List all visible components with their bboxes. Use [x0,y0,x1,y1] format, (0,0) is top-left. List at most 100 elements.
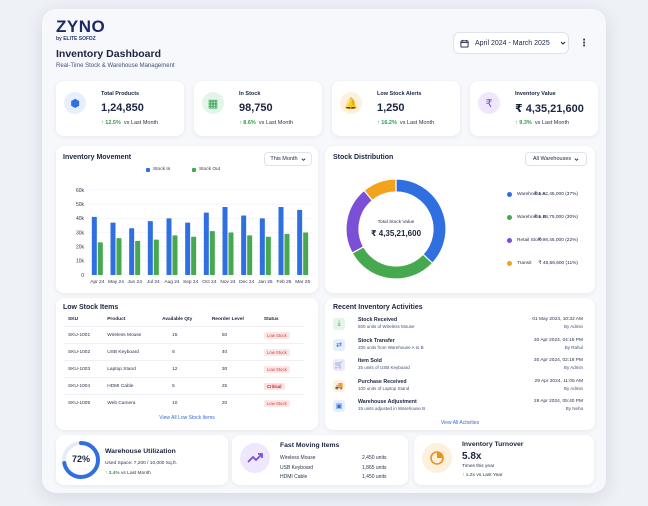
qty-cell: 10 [158,394,208,411]
bar-stock-out[interactable] [284,233,290,275]
stock-distribution-title: Stock Distribution [333,154,394,161]
activity-title: Purchase Received [358,378,407,385]
bar-stock-out[interactable] [135,241,141,275]
bar-stock-out[interactable] [228,232,234,276]
bar-stock-in[interactable] [185,222,191,275]
bar-stock-out[interactable] [303,232,309,276]
bar-stock-out[interactable] [172,235,178,275]
activity-item[interactable]: 🛒 Item Sold 25 units of USB Keyboard 30 Apr… [333,358,583,376]
more-options-icon[interactable]: ⋮ [579,37,589,49]
table-row[interactable]: SKU-1005 Web Camera 10 20 Low Stock [64,394,304,411]
kpi-value: ₹ 4,35,21,600 [515,103,584,115]
kpi-change-value: 12.5% [105,120,121,126]
turnover-change-note: vs Last Year [476,473,503,478]
movement-period-select[interactable]: This Month [264,152,312,166]
kpi-change-note: vs Last Month [123,120,159,126]
bar-stock-in[interactable] [222,207,228,275]
bar-stock-out[interactable] [191,236,197,275]
bar-stock-in[interactable] [129,228,135,275]
reorder-cell: 30 [207,360,260,378]
product-cell: Web Camera [103,394,159,411]
bar-stock-out[interactable] [97,242,103,275]
low-stock-card: Low Stock Items SKU Product Available Qty R… [56,298,318,430]
fast-moving-card: Fast Moving Items Wireless Mouse 2,450 un… [232,435,408,485]
sku-cell: SKU-1002 [64,343,104,361]
utilization-used-space: Used Space: 7,200 / 10,000 Sq.ft. [105,461,178,466]
table-row[interactable]: SKU-1004 HDMI Cable 5 25 Critical [64,377,304,395]
status-cell: Low Stock [259,394,304,411]
bar-stock-in[interactable] [297,209,303,275]
bar-stock-out[interactable] [116,238,122,275]
activity-item[interactable]: 🚚 Purchase Received 100 units of Laptop St… [333,379,583,397]
x-tick-label: Aug 24 [164,279,180,285]
donut-slice[interactable] [363,178,397,202]
view-all-low-stock-link[interactable]: View All Low Stock Items [159,415,215,421]
kpi-change-arrow: ↑ [239,120,244,126]
view-all-activities-link[interactable]: View All Activities [440,420,480,426]
y-tick-label: 10k [76,259,85,265]
sku-cell: SKU-1001 [64,326,104,344]
bar-stock-out[interactable] [265,236,271,275]
date-range-picker[interactable]: April 2024 - March 2025 [453,32,569,54]
bar-stock-out[interactable] [247,235,253,275]
utilization-ring [62,441,100,479]
low-stock-table: SKU Product Available Qty Reorder Level Stat… [64,313,304,411]
kpi-label: Total Products [101,91,140,97]
fast-moving-item-units: 2,450 units [362,455,387,461]
warehouse-filter-select[interactable]: All Warehouses [525,152,587,166]
activity-date: 29 Apr 2024, 11:05 AM [534,378,583,384]
date-range-label: April 2024 - March 2025 [475,39,550,47]
bar-stock-out[interactable] [209,231,215,275]
bar-stock-in[interactable] [259,218,265,275]
table-header-cell: Product [107,317,126,322]
utilization-change: ↑ 3.4% vs Last Month [105,471,151,476]
sku-cell: SKU-1003 [64,360,104,378]
utilization-change-note: vs Last Month [121,471,151,476]
movement-period-value: This Month [270,156,298,162]
status-badge: Low Stock [263,348,290,356]
x-tick-label: Sep 24 [183,279,199,285]
fast-moving-item-units: 1,450 units [362,474,387,480]
x-tick-label: Mar 25 [295,279,310,285]
activity-item[interactable]: ▣ Warehouse Adjustment 15 units adjusted i… [333,399,583,417]
bar-stock-in[interactable] [278,207,284,275]
kpi-label: Inventory Value [515,91,556,97]
activity-user: By Rahul [564,344,583,350]
bar-stock-in[interactable] [203,212,209,275]
kpi-change: ↑ 9.3% vs Last Month [515,120,569,126]
truck-icon: 🚚 [333,379,345,392]
bar-stock-in[interactable] [241,215,247,276]
turnover-change: ↑ 1.2x vs Last Year [462,473,503,478]
activity-user: By Admin [563,385,583,391]
legend-label: Stock Out [199,167,221,172]
x-tick-label: Feb 25 [277,279,292,285]
chevron-down-icon [560,41,566,45]
y-tick-label: 50k [76,202,85,208]
distribution-legend-value: ₹ 98,45,000 (22%) [538,237,578,243]
activity-item[interactable]: ⇄ Stock Transfer 200 units from Warehouse … [333,338,583,356]
reorder-cell: 20 [207,394,260,411]
product-cell: HDMI Cable [103,377,159,395]
cube-icon: ⬢ [64,92,86,114]
activity-subtitle: 200 units from Warehouse A to B [358,344,424,350]
status-cell: Critical [259,377,304,395]
x-tick-label: Nov 24 [220,279,236,285]
activity-date: 28 Apr 2024, 05:40 PM [533,399,583,404]
utilization-ring-fill [62,441,100,479]
inventory-movement-chart: 0 10k 20k 30k 40k 50k 60k Apr 24 May 24 Jun 24 Jul… [76,188,312,285]
bar-stock-in[interactable] [147,221,153,275]
bar-stock-in[interactable] [166,218,172,275]
table-row[interactable]: SKU-1002 USB Keyboard 8 40 Low Stock [64,343,304,361]
warehouse-utilization-card: 72% Warehouse Utilization Used Space: 7,… [56,435,228,485]
archive-icon: ▣ [333,400,345,412]
calendar-icon [460,39,469,48]
activity-item[interactable]: ⤓ Stock Received 500 units of Wireless Mou… [333,317,583,335]
y-tick-label: 30k [76,230,85,236]
table-row[interactable]: SKU-1003 Laptop Stand 12 30 Low Stock [64,360,304,378]
bar-stock-in[interactable] [110,222,116,275]
bar-stock-out[interactable] [153,239,159,275]
bar-stock-in[interactable] [91,216,97,275]
donut-slice[interactable] [351,246,434,280]
table-row[interactable]: SKU-1001 Wireless Mouse 15 50 Low Stock [64,326,304,344]
bell-icon: 🔔 [340,92,362,114]
